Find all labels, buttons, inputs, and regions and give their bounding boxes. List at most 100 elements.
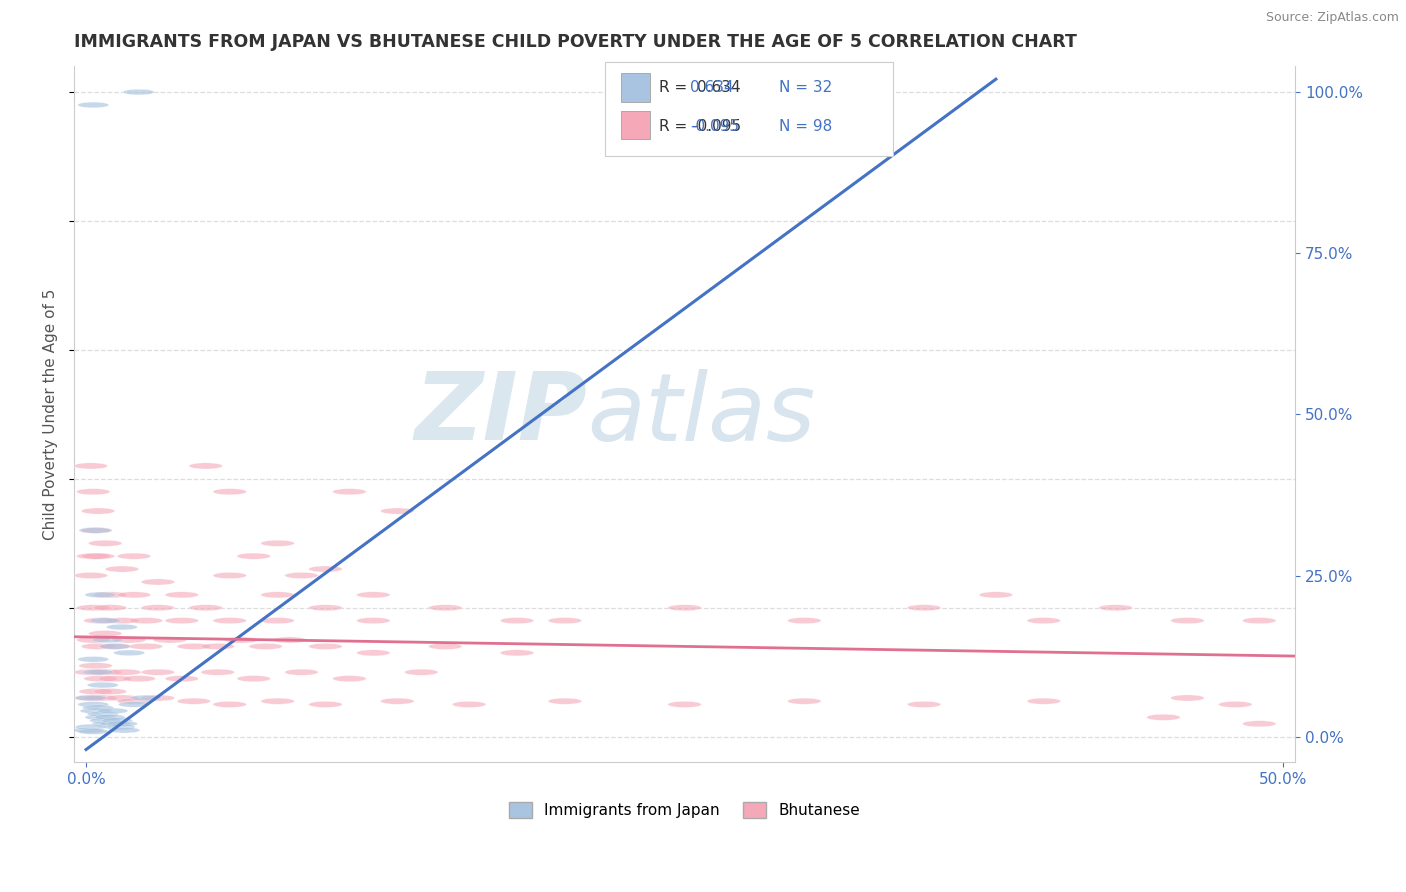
Ellipse shape bbox=[76, 724, 107, 730]
Ellipse shape bbox=[98, 643, 132, 649]
Ellipse shape bbox=[1171, 695, 1204, 701]
Ellipse shape bbox=[212, 489, 246, 495]
Ellipse shape bbox=[501, 649, 534, 656]
Ellipse shape bbox=[333, 675, 366, 681]
Ellipse shape bbox=[201, 643, 235, 649]
Ellipse shape bbox=[124, 89, 155, 95]
Ellipse shape bbox=[262, 591, 294, 598]
Ellipse shape bbox=[548, 698, 582, 705]
Ellipse shape bbox=[188, 463, 222, 469]
Ellipse shape bbox=[212, 617, 246, 624]
Ellipse shape bbox=[201, 669, 235, 675]
Ellipse shape bbox=[501, 617, 534, 624]
Ellipse shape bbox=[668, 701, 702, 707]
Ellipse shape bbox=[105, 695, 139, 701]
Ellipse shape bbox=[141, 695, 174, 701]
Text: -0.095: -0.095 bbox=[690, 119, 740, 134]
Ellipse shape bbox=[76, 605, 110, 611]
Ellipse shape bbox=[153, 637, 187, 643]
Ellipse shape bbox=[188, 605, 222, 611]
Text: IMMIGRANTS FROM JAPAN VS BHUTANESE CHILD POVERTY UNDER THE AGE OF 5 CORRELATION : IMMIGRANTS FROM JAPAN VS BHUTANESE CHILD… bbox=[75, 33, 1077, 51]
Ellipse shape bbox=[1147, 714, 1180, 721]
Ellipse shape bbox=[101, 718, 132, 723]
Ellipse shape bbox=[80, 527, 111, 533]
Ellipse shape bbox=[212, 573, 246, 579]
Ellipse shape bbox=[141, 669, 174, 675]
Ellipse shape bbox=[429, 605, 463, 611]
Ellipse shape bbox=[548, 617, 582, 624]
Ellipse shape bbox=[77, 102, 108, 108]
Ellipse shape bbox=[122, 675, 156, 681]
Ellipse shape bbox=[262, 541, 294, 546]
Ellipse shape bbox=[236, 553, 270, 559]
Ellipse shape bbox=[91, 637, 124, 643]
Ellipse shape bbox=[84, 592, 115, 598]
Ellipse shape bbox=[100, 721, 131, 727]
Ellipse shape bbox=[94, 714, 125, 720]
Ellipse shape bbox=[309, 605, 342, 611]
Ellipse shape bbox=[76, 695, 107, 701]
Ellipse shape bbox=[77, 729, 108, 734]
Ellipse shape bbox=[177, 643, 211, 649]
Text: R =  0.634: R = 0.634 bbox=[659, 80, 741, 95]
Ellipse shape bbox=[77, 657, 108, 662]
Text: N = 98: N = 98 bbox=[779, 119, 832, 134]
Ellipse shape bbox=[131, 695, 162, 701]
Ellipse shape bbox=[453, 701, 486, 707]
Ellipse shape bbox=[75, 463, 108, 469]
Ellipse shape bbox=[212, 701, 246, 707]
Ellipse shape bbox=[90, 718, 121, 723]
Ellipse shape bbox=[82, 508, 115, 514]
Text: atlas: atlas bbox=[586, 369, 815, 460]
Text: 0.634: 0.634 bbox=[690, 80, 734, 95]
Ellipse shape bbox=[668, 605, 702, 611]
Ellipse shape bbox=[357, 617, 389, 624]
Ellipse shape bbox=[84, 714, 115, 720]
Ellipse shape bbox=[357, 649, 389, 656]
Ellipse shape bbox=[262, 698, 294, 705]
Ellipse shape bbox=[75, 573, 108, 579]
Legend: Immigrants from Japan, Bhutanese: Immigrants from Japan, Bhutanese bbox=[503, 797, 866, 824]
Y-axis label: Child Poverty Under the Age of 5: Child Poverty Under the Age of 5 bbox=[44, 289, 58, 540]
Text: ZIP: ZIP bbox=[413, 368, 586, 460]
Ellipse shape bbox=[225, 637, 259, 643]
Ellipse shape bbox=[787, 617, 821, 624]
Ellipse shape bbox=[381, 508, 415, 514]
Ellipse shape bbox=[90, 618, 121, 624]
Ellipse shape bbox=[118, 702, 149, 707]
Ellipse shape bbox=[107, 721, 138, 727]
Ellipse shape bbox=[84, 695, 117, 701]
Ellipse shape bbox=[91, 721, 124, 727]
Ellipse shape bbox=[165, 617, 198, 624]
Ellipse shape bbox=[787, 698, 821, 705]
Ellipse shape bbox=[165, 675, 198, 681]
Ellipse shape bbox=[75, 695, 108, 701]
Ellipse shape bbox=[98, 675, 132, 681]
Ellipse shape bbox=[1026, 617, 1060, 624]
Ellipse shape bbox=[249, 643, 283, 649]
Ellipse shape bbox=[285, 669, 318, 675]
Ellipse shape bbox=[107, 624, 138, 630]
Ellipse shape bbox=[84, 675, 117, 681]
Ellipse shape bbox=[82, 553, 115, 559]
Ellipse shape bbox=[907, 605, 941, 611]
Ellipse shape bbox=[79, 527, 112, 533]
Ellipse shape bbox=[76, 637, 110, 643]
Ellipse shape bbox=[117, 553, 150, 559]
Ellipse shape bbox=[309, 566, 342, 572]
Ellipse shape bbox=[93, 605, 127, 611]
Ellipse shape bbox=[84, 617, 117, 624]
Ellipse shape bbox=[104, 724, 135, 730]
Ellipse shape bbox=[89, 541, 122, 546]
Ellipse shape bbox=[93, 591, 127, 598]
Ellipse shape bbox=[80, 708, 111, 714]
Ellipse shape bbox=[100, 643, 131, 649]
Ellipse shape bbox=[357, 591, 389, 598]
Ellipse shape bbox=[89, 631, 122, 637]
Ellipse shape bbox=[117, 591, 150, 598]
Ellipse shape bbox=[1171, 617, 1204, 624]
Ellipse shape bbox=[429, 643, 463, 649]
Ellipse shape bbox=[87, 711, 118, 717]
Ellipse shape bbox=[907, 701, 941, 707]
Text: Source: ZipAtlas.com: Source: ZipAtlas.com bbox=[1265, 11, 1399, 24]
